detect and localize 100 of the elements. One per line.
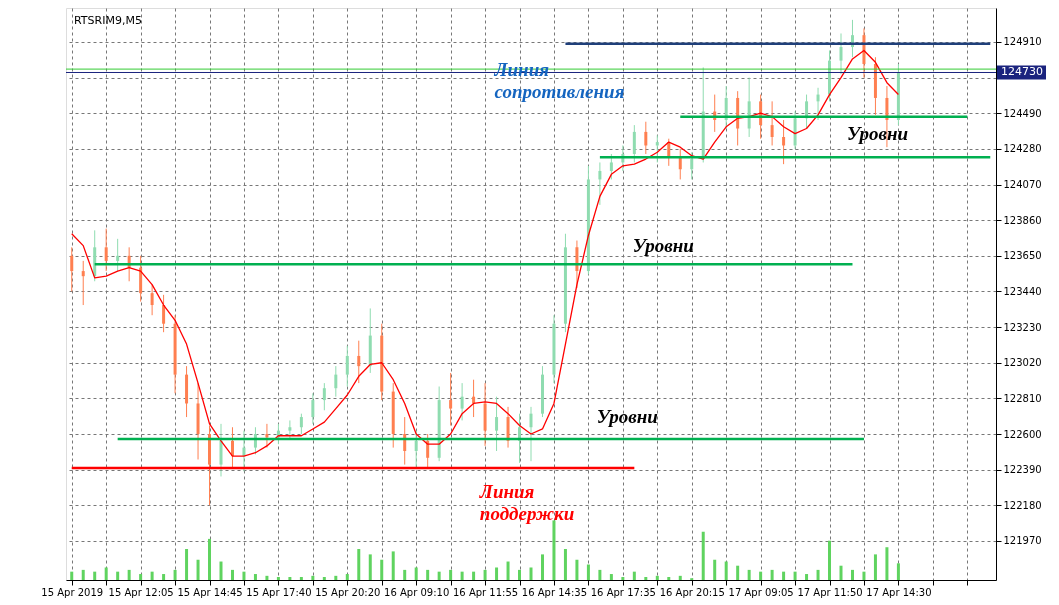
bar — [770, 569, 774, 580]
bar — [632, 571, 636, 580]
bar — [816, 569, 820, 580]
ref-line-label: 124730 — [1001, 65, 1043, 79]
bar — [403, 569, 407, 580]
bar — [253, 574, 257, 580]
candlestick — [116, 238, 120, 272]
bar — [655, 575, 659, 580]
candlestick — [299, 413, 303, 435]
candlestick — [839, 32, 843, 75]
bar — [598, 569, 602, 580]
bar — [368, 554, 372, 580]
bar — [70, 571, 74, 580]
candlestick — [529, 406, 533, 462]
bar — [896, 563, 900, 580]
bar — [483, 569, 487, 580]
bar — [219, 561, 223, 580]
bar — [667, 577, 671, 580]
bar — [805, 574, 809, 580]
candlestick — [104, 228, 108, 272]
bar — [793, 571, 797, 580]
bar — [724, 561, 728, 580]
bar — [208, 538, 212, 580]
bar — [173, 569, 177, 580]
bar — [678, 575, 682, 580]
bar — [276, 577, 280, 580]
bar — [885, 547, 889, 580]
candlestick — [345, 345, 349, 387]
bar — [828, 540, 832, 580]
candlestick — [322, 382, 326, 411]
x-tick-label: 17 Apr 11:50 — [797, 586, 863, 598]
candlestick — [770, 100, 774, 146]
bar — [380, 559, 384, 580]
x-tick-label: 15 Apr 14:45 — [177, 586, 243, 598]
x-tick-label: 17 Apr 09:05 — [728, 586, 794, 598]
y-tick-label: 122810 — [1003, 392, 1042, 404]
bar — [391, 551, 395, 580]
x-tick-label: 15 Apr 12:05 — [108, 586, 174, 598]
x-tick-label: 16 Apr 20:15 — [659, 586, 725, 598]
y-tick-label: 124280 — [1003, 143, 1042, 155]
candlestick — [460, 382, 464, 421]
candlestick — [81, 260, 85, 306]
candlestick — [265, 423, 269, 449]
bar — [104, 567, 108, 580]
bar — [242, 571, 246, 580]
bar — [299, 577, 303, 580]
candlestick — [506, 406, 510, 449]
annotation: Уровни — [632, 234, 694, 256]
text: RTSRIM9,M5 — [74, 14, 142, 27]
candlestick — [782, 119, 786, 165]
bar — [93, 571, 97, 580]
candlestick — [816, 87, 820, 121]
x-tick-label: 15 Apr 20:20 — [315, 586, 381, 598]
bar — [322, 577, 326, 580]
bar — [644, 577, 648, 580]
y-tick-label: 121970 — [1003, 535, 1042, 547]
x-tick-label: 16 Apr 11:55 — [452, 586, 519, 598]
candlestick — [609, 153, 613, 180]
candlestick — [357, 340, 361, 384]
candlestick — [632, 124, 636, 163]
bar — [609, 574, 613, 580]
candlestick — [495, 396, 499, 452]
candlestick — [288, 419, 292, 440]
y-tick-label: 123440 — [1003, 285, 1042, 297]
bar — [437, 571, 441, 580]
x-tick-label: 17 Apr 14:30 — [866, 586, 932, 598]
bar — [575, 559, 579, 580]
candlestick — [150, 284, 154, 316]
annotation: Уровни — [847, 122, 909, 144]
x-tick-label: 15 Apr 2019 — [41, 586, 104, 598]
bar — [288, 577, 292, 580]
x-tick-label: 15 Apr 17:40 — [246, 586, 312, 598]
candlestick — [690, 151, 694, 180]
bar — [127, 569, 131, 580]
bar — [529, 567, 533, 580]
candlestick — [70, 246, 74, 292]
bar — [873, 554, 877, 580]
bar — [736, 565, 740, 580]
x-tick-label: 16 Apr 17:35 — [590, 586, 656, 598]
bar — [495, 567, 499, 580]
bar — [862, 571, 866, 580]
y-tick-label: 123860 — [1003, 214, 1042, 226]
bar — [162, 574, 166, 580]
bar — [506, 561, 510, 580]
bar — [139, 574, 143, 580]
y-tick-label: 123020 — [1003, 357, 1042, 369]
y-tick-label: 124490 — [1003, 107, 1042, 119]
bar — [345, 574, 349, 580]
candlestick — [414, 430, 418, 469]
candlestick — [311, 392, 315, 425]
y-tick-label: 122390 — [1003, 464, 1042, 476]
bar — [701, 531, 705, 580]
bar — [782, 571, 786, 580]
annotation: Линия поддержки — [478, 480, 575, 524]
y-tick-label: 122600 — [1003, 428, 1042, 440]
candlestick — [334, 365, 338, 398]
candlestick — [472, 379, 476, 418]
candlestick — [162, 294, 166, 333]
bar — [414, 567, 418, 580]
bar — [839, 565, 843, 580]
